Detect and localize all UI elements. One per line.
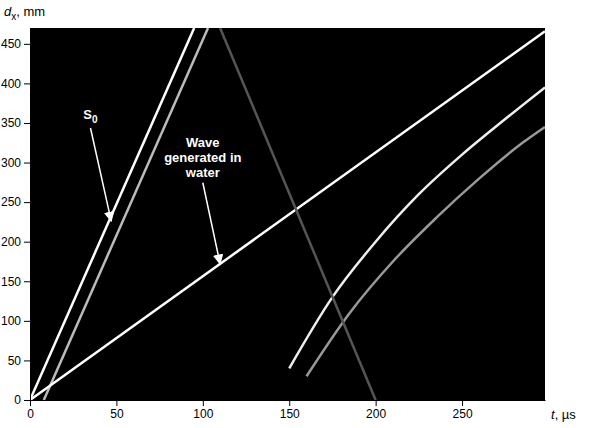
- x-axis: 0 50 100 150 200 250: [27, 400, 545, 421]
- annotation-text: Wave: [186, 135, 219, 150]
- series-group: [30, 28, 545, 400]
- chart: 0 50 100 150 200 250 0 50 100 150 200 250 300 350 400 4…: [0, 0, 598, 428]
- tick: 100: [1, 314, 30, 328]
- x-axis-title: t, µs: [551, 407, 576, 422]
- tick-mark: [24, 321, 30, 322]
- plot-background: [30, 28, 545, 400]
- tick: 350: [1, 116, 30, 130]
- tick: 0: [27, 400, 34, 421]
- tick: 250: [1, 195, 30, 209]
- tick-mark: [376, 400, 377, 406]
- wave-front: [307, 127, 545, 376]
- annotation-text: S: [83, 107, 92, 122]
- tick-label: 150: [1, 275, 21, 289]
- tick-mark: [24, 281, 30, 282]
- tick-mark: [289, 400, 290, 406]
- tick: 450: [1, 37, 30, 51]
- tick-label: 350: [1, 116, 21, 130]
- annotation-arrow: [203, 183, 220, 264]
- tick-label: 400: [1, 77, 21, 91]
- tick: 200: [1, 235, 30, 249]
- y-axis-title-rest: , mm: [16, 4, 45, 19]
- tick-label: 0: [27, 407, 34, 421]
- tick-label: 50: [110, 407, 124, 421]
- tick-mark: [24, 44, 30, 45]
- tick-mark: [203, 400, 204, 406]
- tick-mark: [24, 123, 30, 124]
- x-axis-title-rest: , µs: [555, 407, 577, 422]
- tick-label: 300: [1, 156, 21, 170]
- wave-front: [44, 28, 208, 400]
- annotation-arrow: [90, 128, 111, 221]
- tick-mark: [116, 400, 117, 406]
- tick-label: 50: [8, 354, 22, 368]
- tick: 400: [1, 77, 30, 91]
- tick-mark: [24, 163, 30, 164]
- tick-label: 250: [453, 407, 473, 421]
- tick: 50: [110, 400, 124, 421]
- tick-label: 450: [1, 37, 21, 51]
- tick-mark: [24, 360, 30, 361]
- tick-mark: [24, 83, 30, 84]
- tick: 250: [453, 400, 473, 421]
- wave-front: [30, 31, 545, 400]
- annotation-label: Wavegenerated inwater: [164, 135, 241, 180]
- tick-mark: [24, 202, 30, 203]
- axis-line: [31, 400, 546, 401]
- wave-front: [220, 28, 376, 400]
- tick: 150: [1, 275, 30, 289]
- tick-mark: [24, 242, 30, 243]
- annotation-text: water: [185, 165, 220, 180]
- y-axis-title: dx, mm: [4, 4, 45, 22]
- tick-label: 200: [1, 235, 21, 249]
- tick-label: 0: [14, 393, 21, 407]
- tick-mark: [24, 400, 30, 401]
- tick: 300: [1, 156, 30, 170]
- annotations: S0 Wavegenerated inwater: [83, 107, 241, 264]
- annotation-text: generated in: [164, 150, 241, 165]
- tick: 200: [366, 400, 386, 421]
- tick-mark: [30, 400, 31, 406]
- y-axis: 0 50 100 150 200 250 300 350 400 450: [1, 29, 31, 408]
- wave-front: [30, 28, 194, 400]
- tick: 0: [14, 393, 30, 407]
- tick: 100: [193, 400, 213, 421]
- plot: 0 50 100 150 200 250 0 50 100 150 200 250 300 350 400 4…: [1, 28, 546, 421]
- tick: 50: [8, 354, 30, 368]
- tick-label: 100: [1, 314, 21, 328]
- tick-label: 250: [1, 195, 21, 209]
- tick-label: 150: [280, 407, 300, 421]
- annotation-label: S0: [83, 107, 98, 125]
- axis-line: [30, 29, 31, 401]
- tick: 150: [280, 400, 300, 421]
- tick-mark: [462, 400, 463, 406]
- annotation-sub: 0: [92, 114, 98, 125]
- wave-front: [289, 87, 545, 368]
- tick-label: 100: [193, 407, 213, 421]
- tick-label: 200: [366, 407, 386, 421]
